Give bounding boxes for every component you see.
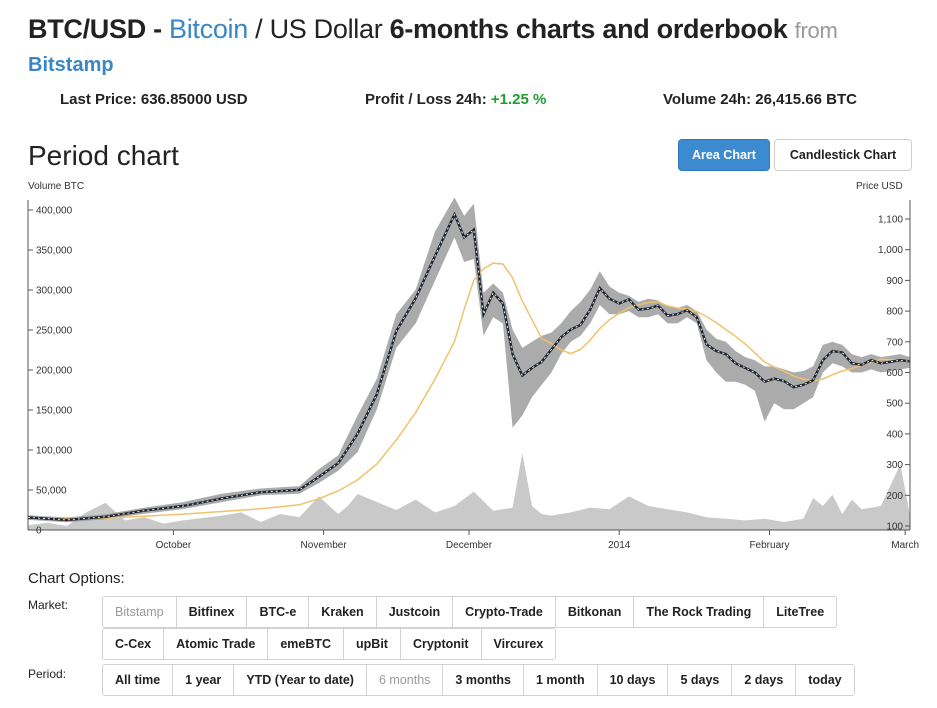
- period-title: 6-months charts and orderbook: [389, 14, 788, 44]
- profit-loss-value: +1.25 %: [490, 91, 547, 108]
- last-price-value: 636.85000 USD: [140, 91, 248, 108]
- x-tick-label: 2014: [608, 540, 631, 551]
- market-the-rock-trading[interactable]: The Rock Trading: [633, 596, 765, 628]
- price-line-dots: [27, 213, 911, 521]
- market-emebtc[interactable]: emeBTC: [267, 628, 345, 660]
- profit-loss-stat: Profit / Loss 24h: +1.25 %: [365, 91, 546, 108]
- market-atomic-trade[interactable]: Atomic Trade: [163, 628, 269, 660]
- period-chart[interactable]: 0 50,000 100,000 150,000 200,000 250,000 300,0…: [0, 0, 937, 560]
- from-label: from: [794, 18, 838, 43]
- x-tick-label: March: [891, 540, 919, 551]
- price-tick-label: 900: [886, 276, 903, 287]
- exchange-link[interactable]: Bitstamp: [28, 54, 114, 76]
- period-6-months[interactable]: 6 months: [365, 664, 444, 696]
- price-tick-label: 1,100: [878, 215, 903, 226]
- market-vircurex[interactable]: Vircurex: [480, 628, 557, 660]
- period-2-days[interactable]: 2 days: [731, 664, 797, 696]
- volume-label: Volume 24h:: [663, 91, 752, 108]
- period-all-time[interactable]: All time: [102, 664, 174, 696]
- price-tick-label: 400: [886, 429, 903, 440]
- profit-loss-label: Profit / Loss 24h:: [365, 91, 487, 108]
- area-chart-button[interactable]: Area Chart: [678, 139, 770, 171]
- title-dash: -: [145, 14, 170, 44]
- x-tick-label: February: [749, 540, 789, 551]
- volume-area: [28, 453, 910, 530]
- chart-options-title: Chart Options:: [28, 570, 125, 587]
- last-price-label: Last Price:: [60, 91, 137, 108]
- price-tick-label: 600: [886, 368, 903, 379]
- price-tick-label: 300: [886, 460, 903, 471]
- price-tick-label: 1,000: [878, 245, 903, 256]
- market-kraken[interactable]: Kraken: [308, 596, 377, 628]
- price-tick-label: 700: [886, 337, 903, 348]
- price-range-band: [28, 197, 910, 523]
- period-today[interactable]: today: [795, 664, 855, 696]
- volume-tick-label: 150,000: [36, 406, 73, 417]
- market-bitfinex[interactable]: Bitfinex: [175, 596, 248, 628]
- volume-tick-label: 350,000: [36, 246, 73, 257]
- volume-tick-label: 200,000: [36, 366, 73, 377]
- market-cryptonit[interactable]: Cryptonit: [399, 628, 482, 660]
- volume-tick-label: 100,000: [36, 446, 73, 457]
- market-row-2: C-Cex Atomic Trade emeBTC upBit Cryptoni…: [102, 628, 557, 660]
- price-tick-label: 800: [886, 307, 903, 318]
- volume-stat: Volume 24h: 26,415.66 BTC: [663, 91, 857, 108]
- market-justcoin[interactable]: Justcoin: [375, 596, 454, 628]
- market-label: Market:: [28, 598, 69, 612]
- volume-axis-title: Volume BTC: [28, 181, 85, 192]
- market-crypto-trade[interactable]: Crypto-Trade: [452, 596, 556, 628]
- period-chart-title: Period chart: [28, 140, 179, 171]
- market-upbit[interactable]: upBit: [343, 628, 401, 660]
- x-tick-label: October: [156, 540, 192, 551]
- period-row: All time 1 year YTD (Year to date) 6 mon…: [102, 664, 855, 696]
- volume-tick-label: 400,000: [36, 206, 73, 217]
- volume-value: 26,415.66 BTC: [755, 91, 857, 108]
- market-c-cex[interactable]: C-Cex: [102, 628, 165, 660]
- last-price-stat: Last Price: 636.85000 USD: [60, 91, 248, 108]
- period-3-months[interactable]: 3 months: [442, 664, 524, 696]
- candlestick-chart-button[interactable]: Candlestick Chart: [774, 139, 912, 171]
- pair-label: BTC/USD: [28, 14, 146, 44]
- base-currency-link[interactable]: Bitcoin: [169, 14, 248, 44]
- price-tick-label: 200: [886, 491, 903, 502]
- volume-tick-label: 300,000: [36, 286, 73, 297]
- period-1-month[interactable]: 1 month: [522, 664, 598, 696]
- market-bitkonan[interactable]: Bitkonan: [554, 596, 635, 628]
- price-tick-label: 100: [886, 522, 903, 533]
- price-axis-title: Price USD: [856, 181, 903, 192]
- market-row-1: Bitstamp Bitfinex BTC-e Kraken Justcoin …: [102, 596, 838, 628]
- period-label: Period:: [28, 667, 67, 681]
- volume-tick-label: 50,000: [36, 486, 67, 497]
- market-btc-e[interactable]: BTC-e: [246, 596, 310, 628]
- market-litetree[interactable]: LiteTree: [763, 596, 838, 628]
- period-10-days[interactable]: 10 days: [596, 664, 669, 696]
- price-tick-label: 500: [886, 399, 903, 410]
- period-ytd[interactable]: YTD (Year to date): [233, 664, 367, 696]
- volume-tick-label: 0: [36, 526, 42, 537]
- volume-tick-label: 250,000: [36, 326, 73, 337]
- market-bitstamp[interactable]: Bitstamp: [102, 596, 177, 628]
- quote-currency-label: / US Dollar: [247, 14, 390, 44]
- period-5-days[interactable]: 5 days: [667, 664, 733, 696]
- x-tick-label: December: [446, 540, 493, 551]
- page-title: BTC/USD - Bitcoin / US Dollar 6-months c…: [28, 14, 918, 45]
- moving-average-line: [27, 262, 911, 520]
- x-tick-label: November: [301, 540, 348, 551]
- period-1-year[interactable]: 1 year: [172, 664, 235, 696]
